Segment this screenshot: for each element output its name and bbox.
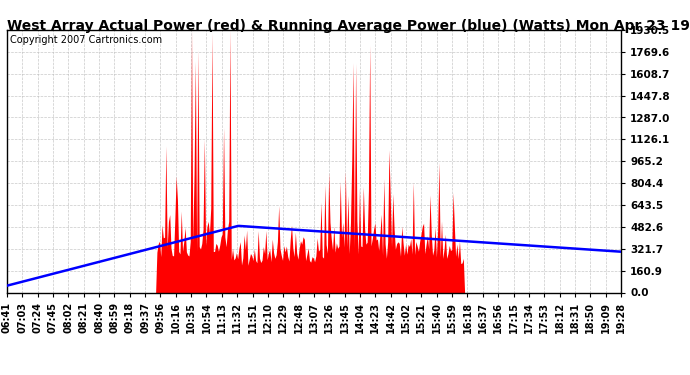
Text: West Array Actual Power (red) & Running Average Power (blue) (Watts) Mon Apr 23 : West Array Actual Power (red) & Running … — [7, 19, 690, 33]
Text: Copyright 2007 Cartronics.com: Copyright 2007 Cartronics.com — [10, 35, 162, 45]
